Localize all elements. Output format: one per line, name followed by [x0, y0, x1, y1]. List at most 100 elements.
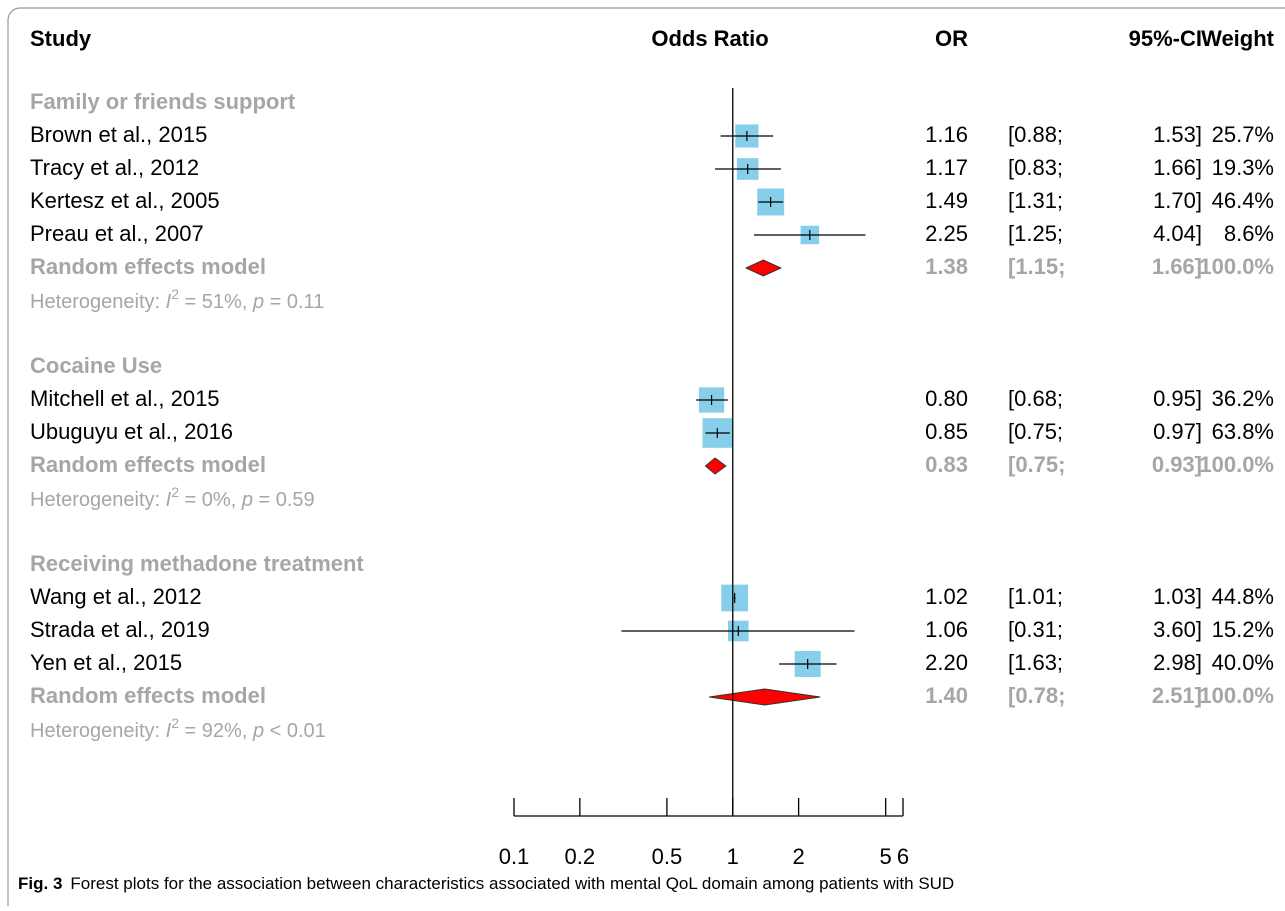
summary-weight: 100.0% [1199, 683, 1274, 708]
heterogeneity: Heterogeneity: I2 = 51%, p = 0.11 [30, 286, 324, 314]
study-weight: 36.2% [1212, 386, 1274, 411]
heterogeneity-part: = 51%, [179, 291, 253, 313]
study-weight: 19.3% [1212, 155, 1274, 180]
study-lower: [0.31; [1008, 617, 1063, 642]
x-tick-label: 2 [792, 844, 804, 869]
x-tick-label: 0.5 [652, 844, 683, 869]
study-weight: 15.2% [1212, 617, 1274, 642]
summary-diamond [744, 259, 783, 277]
study-upper: 4.04] [1153, 221, 1202, 246]
study-upper: 1.53] [1153, 122, 1202, 147]
study-weight: 46.4% [1212, 188, 1274, 213]
study-label: Brown et al., 2015 [30, 122, 207, 147]
x-tick-label: 0.2 [565, 844, 596, 869]
heterogeneity-part: p [241, 489, 253, 511]
heterogeneity: Heterogeneity: I2 = 0%, p = 0.59 [30, 484, 315, 512]
study-weight: 63.8% [1212, 419, 1274, 444]
summary-label: Random effects model [30, 452, 266, 477]
summary-lower: [0.75; [1008, 452, 1065, 477]
study-lower: [1.63; [1008, 650, 1063, 675]
heterogeneity-part: 2 [171, 286, 179, 302]
heterogeneity-part: = 0.59 [253, 489, 315, 511]
heterogeneity-part: 2 [171, 484, 179, 500]
summary-upper: 0.93] [1152, 452, 1202, 477]
study-label: Yen et al., 2015 [30, 650, 182, 675]
summary-or: 0.83 [925, 452, 968, 477]
group-title: Cocaine Use [30, 353, 162, 378]
study-weight: 44.8% [1212, 584, 1274, 609]
caption-text: Forest plots for the association between… [70, 874, 954, 893]
column-header: 95%-CI [1129, 26, 1202, 51]
study-label: Mitchell et al., 2015 [30, 386, 220, 411]
summary-weight: 100.0% [1199, 452, 1274, 477]
study-or: 1.17 [925, 155, 968, 180]
study-upper: 1.66] [1153, 155, 1202, 180]
column-header: Weight [1201, 26, 1275, 51]
summary-or: 1.40 [925, 683, 968, 708]
caption-label: Fig. 3 [18, 874, 62, 893]
heterogeneity-part: I [166, 489, 172, 511]
study-or: 1.06 [925, 617, 968, 642]
summary-diamond [709, 688, 821, 706]
study-or: 1.49 [925, 188, 968, 213]
study-label: Strada et al., 2019 [30, 617, 210, 642]
study-lower: [1.25; [1008, 221, 1063, 246]
study-or: 0.85 [925, 419, 968, 444]
summary-lower: [1.15; [1008, 254, 1065, 279]
column-header: Odds Ratio [651, 26, 768, 51]
heterogeneity-part: < 0.01 [264, 720, 326, 742]
study-lower: [0.68; [1008, 386, 1063, 411]
heterogeneity: Heterogeneity: I2 = 92%, p < 0.01 [30, 715, 326, 743]
heterogeneity-part: = 92%, [179, 720, 253, 742]
study-upper: 0.95] [1153, 386, 1202, 411]
summary-label: Random effects model [30, 254, 266, 279]
study-lower: [0.75; [1008, 419, 1063, 444]
x-tick-label: 0.1 [499, 844, 530, 869]
study-lower: [1.01; [1008, 584, 1063, 609]
study-weight: 25.7% [1212, 122, 1274, 147]
group-title: Receiving methadone treatment [30, 551, 364, 576]
study-upper: 1.70] [1153, 188, 1202, 213]
heterogeneity-part: I [166, 720, 172, 742]
summary-upper: 2.51] [1152, 683, 1202, 708]
heterogeneity-part: = 0%, [179, 489, 242, 511]
heterogeneity-part: p [252, 291, 264, 313]
x-tick-label: 1 [727, 844, 739, 869]
study-weight: 8.6% [1224, 221, 1274, 246]
summary-upper: 1.66] [1152, 254, 1202, 279]
study-upper: 3.60] [1153, 617, 1202, 642]
summary-lower: [0.78; [1008, 683, 1065, 708]
study-or: 1.16 [925, 122, 968, 147]
heterogeneity-part: I [166, 291, 172, 313]
study-upper: 0.97] [1153, 419, 1202, 444]
study-lower: [1.31; [1008, 188, 1063, 213]
study-or: 2.20 [925, 650, 968, 675]
summary-diamond [704, 457, 727, 475]
study-or: 2.25 [925, 221, 968, 246]
frame [7, 7, 1285, 911]
study-weight: 40.0% [1212, 650, 1274, 675]
caption: Fig. 3 Forest plots for the association b… [18, 874, 954, 893]
study-upper: 2.98] [1153, 650, 1202, 675]
heterogeneity-part: Heterogeneity: [30, 720, 166, 742]
study-label: Wang et al., 2012 [30, 584, 202, 609]
study-label: Kertesz et al., 2005 [30, 188, 220, 213]
heterogeneity-part: Heterogeneity: [30, 489, 166, 511]
summary-label: Random effects model [30, 683, 266, 708]
study-or: 0.80 [925, 386, 968, 411]
heterogeneity-part: = 0.11 [264, 291, 324, 313]
study-upper: 1.03] [1153, 584, 1202, 609]
heterogeneity-part: p [252, 720, 264, 742]
study-label: Tracy et al., 2012 [30, 155, 199, 180]
column-header: Study [30, 26, 92, 51]
heterogeneity-part: Heterogeneity: [30, 291, 166, 313]
heterogeneity-part: 2 [171, 715, 179, 731]
x-tick-label: 6 [897, 844, 909, 869]
summary-weight: 100.0% [1199, 254, 1274, 279]
study-lower: [0.83; [1008, 155, 1063, 180]
group-title: Family or friends support [30, 89, 296, 114]
study-label: Ubuguyu et al., 2016 [30, 419, 233, 444]
column-header: OR [935, 26, 968, 51]
